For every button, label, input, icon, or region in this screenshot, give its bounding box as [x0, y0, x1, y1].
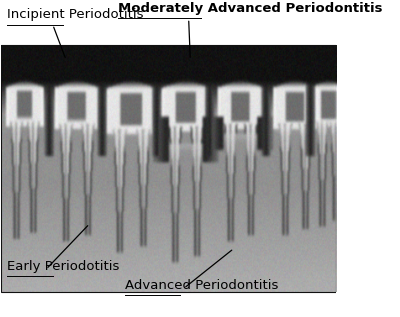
- Text: Early Periodotitis: Early Periodotitis: [8, 260, 120, 273]
- Text: Advanced Periodontitis: Advanced Periodontitis: [125, 279, 278, 292]
- Bar: [1, 45, 336, 292]
- Text: Incipient Periodotitis: Incipient Periodotitis: [8, 9, 144, 22]
- Text: Moderately Advanced Periodontitis: Moderately Advanced Periodontitis: [118, 2, 383, 15]
